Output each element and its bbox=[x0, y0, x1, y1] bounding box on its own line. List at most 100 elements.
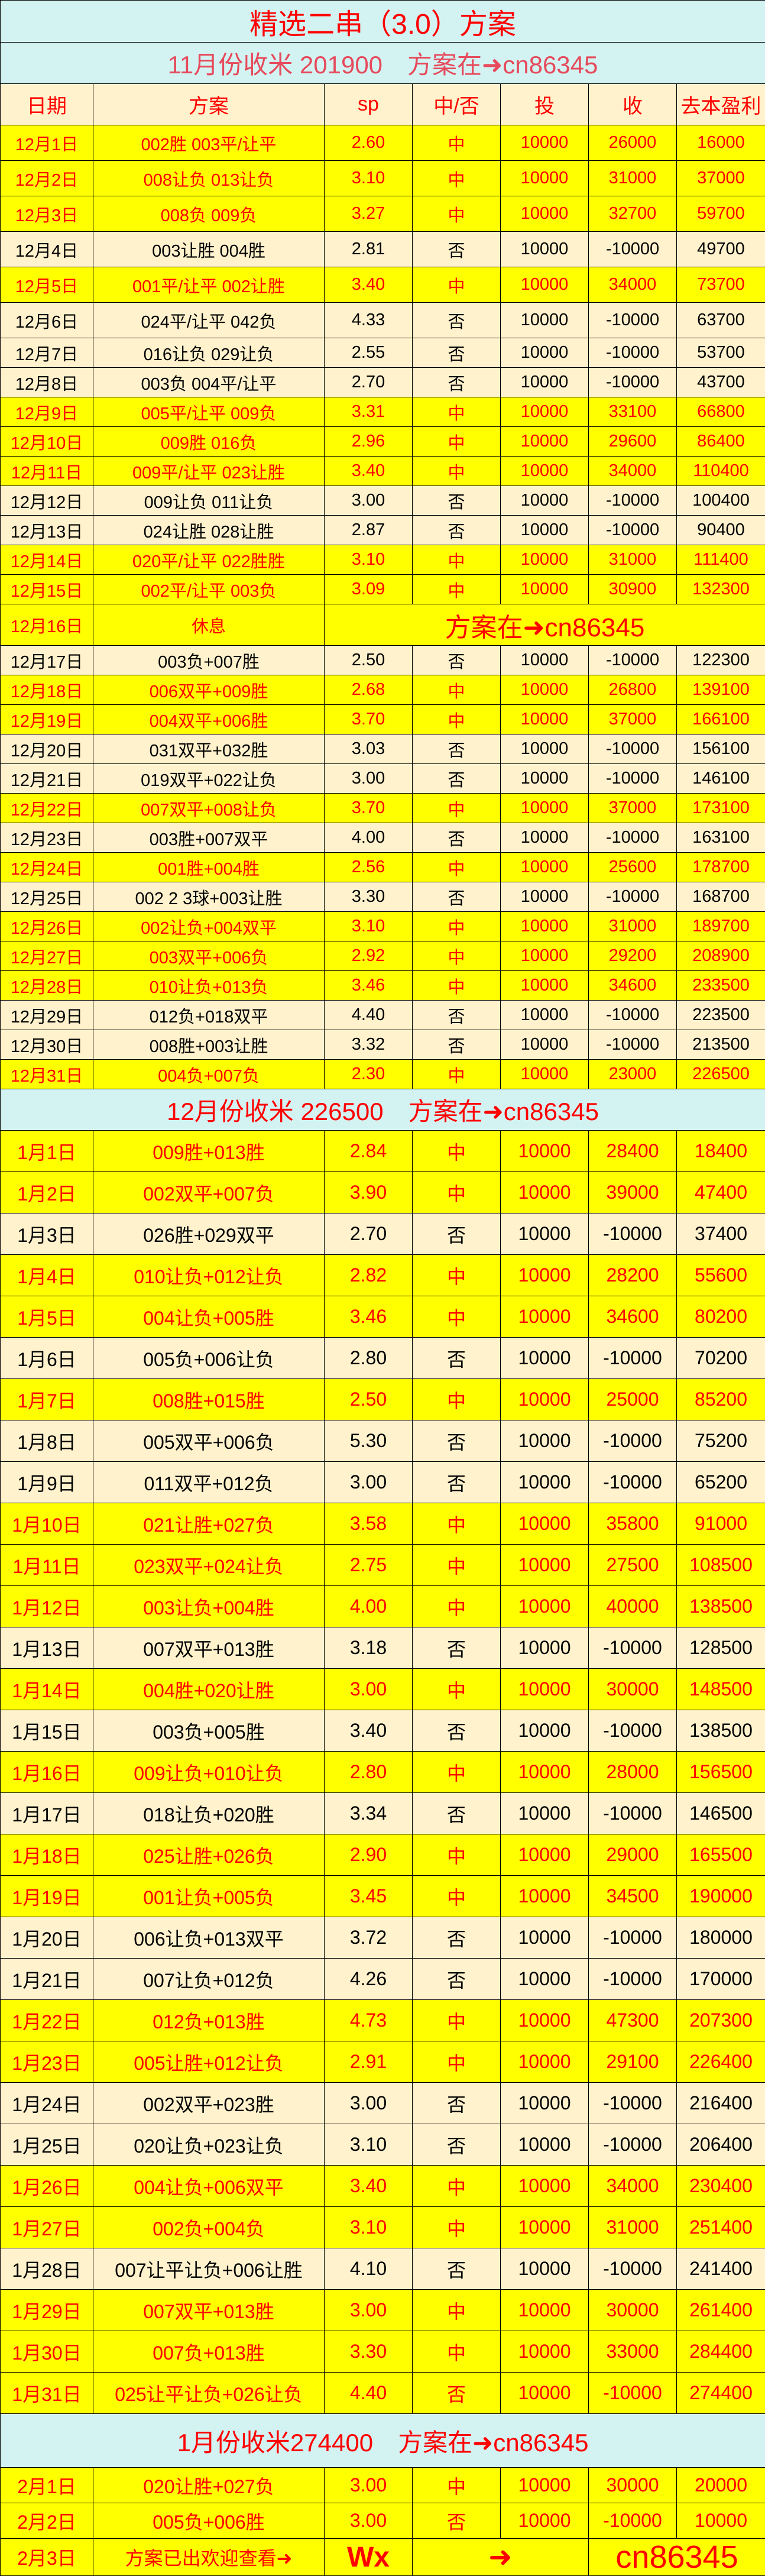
plan-cell: 009胜 016负 bbox=[93, 427, 325, 457]
date-cell: 12月14日 bbox=[1, 545, 93, 575]
stake-cell: 10000 bbox=[501, 1379, 589, 1420]
plan-cell: 002 2 3球+003让胜 bbox=[93, 882, 325, 912]
date-cell: 1月30日 bbox=[1, 2331, 93, 2373]
date-cell: 1月12日 bbox=[1, 1586, 93, 1627]
result-cell: 中 bbox=[413, 794, 501, 823]
plan-cell: 003负 004平/让平 bbox=[93, 368, 325, 397]
date-cell: 1月18日 bbox=[1, 1834, 93, 1876]
result-cell: 中 bbox=[413, 941, 501, 971]
date-cell: 1月31日 bbox=[1, 2373, 93, 2414]
date-cell: 1月10日 bbox=[1, 1503, 93, 1545]
plan-cell: 005负+006胜 bbox=[93, 2503, 325, 2539]
profit-cell: 37400 bbox=[677, 1213, 765, 1255]
return-cell: 29200 bbox=[589, 941, 677, 971]
profit-cell: 226500 bbox=[677, 1060, 765, 1089]
plan-cell: 001让负+005负 bbox=[93, 1876, 325, 1917]
sp-cell: 2.80 bbox=[325, 1338, 413, 1379]
result-cell: 否 bbox=[413, 338, 501, 368]
date-cell: 12月7日 bbox=[1, 338, 93, 368]
result-cell: 中 bbox=[413, 971, 501, 1001]
return-cell: 30000 bbox=[589, 2290, 677, 2331]
stake-cell: 10000 bbox=[501, 1131, 589, 1172]
date-cell: 1月15日 bbox=[1, 1710, 93, 1752]
promo-note: 方案在➜cn86345 bbox=[325, 604, 765, 646]
profit-cell: 165500 bbox=[677, 1834, 765, 1876]
plan-cell: 011双平+012负 bbox=[93, 1462, 325, 1503]
sp-cell: 4.33 bbox=[325, 303, 413, 338]
date-cell: 2月3日 bbox=[1, 2539, 93, 2576]
sp-cell: 4.73 bbox=[325, 2000, 413, 2041]
date-cell: 12月11日 bbox=[1, 457, 93, 486]
return-cell: -10000 bbox=[589, 1213, 677, 1255]
result-cell: 中 bbox=[413, 1060, 501, 1089]
date-cell: 1月14日 bbox=[1, 1669, 93, 1710]
date-cell: 12月2日 bbox=[1, 161, 93, 196]
plan-cell: 007双平+013胜 bbox=[93, 1627, 325, 1669]
stake-cell: 10000 bbox=[501, 2000, 589, 2041]
stake-cell: 10000 bbox=[501, 1420, 589, 1462]
sp-cell: 2.55 bbox=[325, 338, 413, 368]
plan-cell: 009胜+013胜 bbox=[93, 1131, 325, 1172]
return-cell: 33000 bbox=[589, 2331, 677, 2373]
return-cell: -10000 bbox=[589, 368, 677, 397]
profit-cell: 156500 bbox=[677, 1752, 765, 1793]
date-cell: 1月24日 bbox=[1, 2083, 93, 2124]
stake-cell: 10000 bbox=[501, 368, 589, 397]
sp-cell: 3.00 bbox=[325, 1462, 413, 1503]
stake-cell: 10000 bbox=[501, 1669, 589, 1710]
stake-cell: 10000 bbox=[501, 1338, 589, 1379]
profit-cell: 53700 bbox=[677, 338, 765, 368]
stake-cell: 10000 bbox=[501, 1834, 589, 1876]
stake-cell: 10000 bbox=[501, 232, 589, 267]
stake-cell: 10000 bbox=[501, 853, 589, 882]
return-cell: -10000 bbox=[589, 882, 677, 912]
return-cell: -10000 bbox=[589, 2083, 677, 2124]
sp-cell: 3.30 bbox=[325, 882, 413, 912]
stake-cell: 10000 bbox=[501, 1586, 589, 1627]
profit-cell: 166100 bbox=[677, 705, 765, 734]
result-cell: 中 bbox=[413, 2041, 501, 2083]
plan-cell: 002双平+023胜 bbox=[93, 2083, 325, 2124]
sp-cell: 3.46 bbox=[325, 971, 413, 1001]
stake-cell: 10000 bbox=[501, 734, 589, 764]
profit-cell: 16000 bbox=[677, 125, 765, 161]
date-cell: 12月30日 bbox=[1, 1030, 93, 1060]
profit-cell: 189700 bbox=[677, 912, 765, 941]
plan-cell: 005平/让平 009负 bbox=[93, 397, 325, 427]
stake-cell: 10000 bbox=[501, 794, 589, 823]
plan-cell: 020让负+023让负 bbox=[93, 2124, 325, 2166]
date-cell: 1月11日 bbox=[1, 1545, 93, 1586]
return-cell: 23000 bbox=[589, 1060, 677, 1089]
plan-cell: 020让胜+027负 bbox=[93, 2468, 325, 2503]
sp-cell: 3.40 bbox=[325, 267, 413, 303]
date-cell: 1月1日 bbox=[1, 1131, 93, 1172]
plan-cell: 024让胜 028让胜 bbox=[93, 516, 325, 545]
date-cell: 1月7日 bbox=[1, 1379, 93, 1420]
date-cell: 12月31日 bbox=[1, 1060, 93, 1089]
profit-cell: 85200 bbox=[677, 1379, 765, 1420]
date-cell: 12月15日 bbox=[1, 575, 93, 604]
sp-cell: 2.84 bbox=[325, 1131, 413, 1172]
result-cell: 否 bbox=[413, 1627, 501, 1669]
profit-cell: 251400 bbox=[677, 2207, 765, 2248]
return-cell: -10000 bbox=[589, 1001, 677, 1030]
stake-cell: 10000 bbox=[501, 303, 589, 338]
sp-cell: 2.50 bbox=[325, 1379, 413, 1420]
return-cell: 34600 bbox=[589, 971, 677, 1001]
profit-cell: 146100 bbox=[677, 764, 765, 794]
